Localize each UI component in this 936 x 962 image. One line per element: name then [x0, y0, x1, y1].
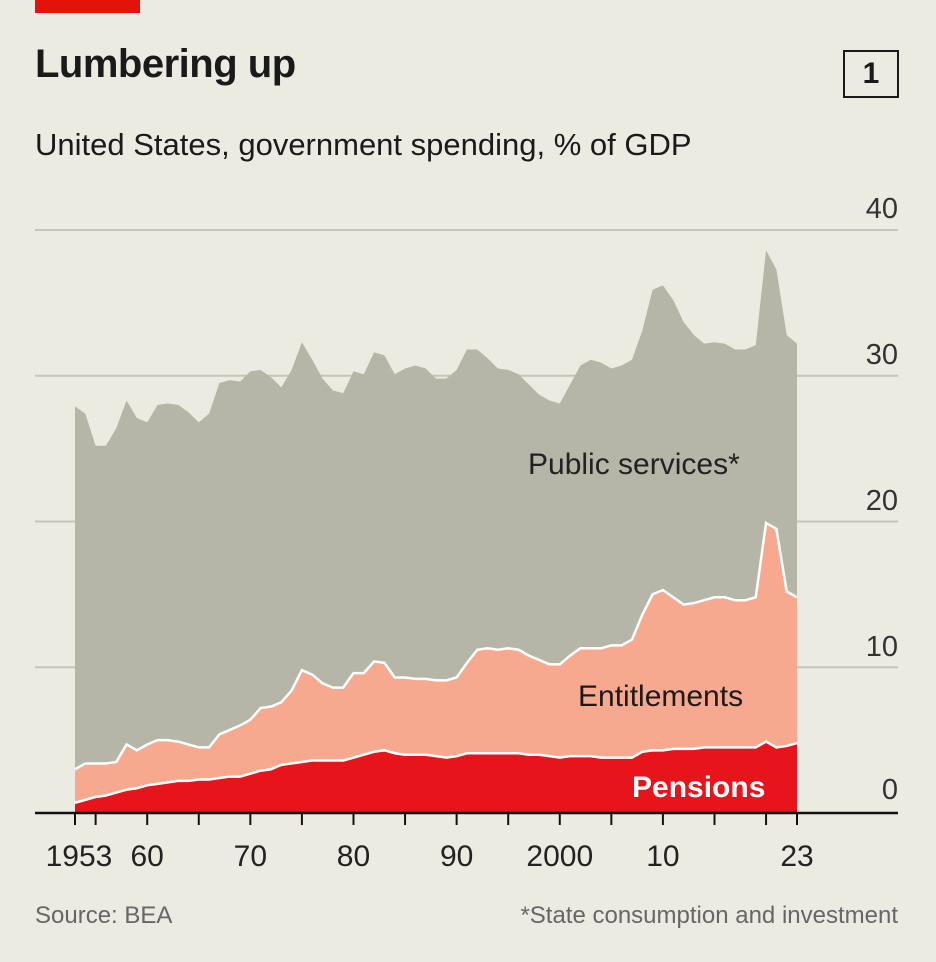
area-entitlements [75, 522, 797, 803]
x-tick-label-60: 60 [130, 840, 164, 873]
label-pensions: Pensions [632, 771, 766, 804]
area-public-services [75, 250, 797, 770]
label-entitlements: Entitlements [578, 680, 744, 713]
label-public-services: Public services* [528, 448, 740, 481]
x-tick-label-23: 23 [780, 840, 814, 873]
chart-subtitle: United States, government spending, % of… [35, 127, 692, 162]
series-boundary-0 [74, 740, 798, 804]
x-tick-label-1953: 1953 [45, 840, 113, 873]
y-tick-label-40: 40 [865, 193, 898, 225]
y-tick-label-30: 30 [865, 339, 898, 371]
accent-bar [35, 0, 140, 13]
x-tick-label-10: 10 [646, 840, 680, 873]
source-note: Source: BEA [35, 902, 173, 929]
x-tick-label-90: 90 [439, 840, 474, 873]
y-tick-label-20: 20 [865, 485, 898, 517]
chart-title: Lumbering up [35, 42, 296, 86]
footnote: *State consumption and investment [520, 902, 898, 929]
area-pensions [75, 741, 797, 813]
x-tick-label-70: 70 [233, 840, 268, 873]
x-tick-label-2000: 2000 [526, 840, 594, 873]
y-tick-label-10: 10 [865, 631, 898, 663]
series-boundary-1 [74, 520, 798, 771]
x-tick-label-80: 80 [336, 840, 371, 873]
chart-number-badge: 1 [843, 50, 899, 98]
y-tick-label-0: 0 [881, 774, 898, 806]
